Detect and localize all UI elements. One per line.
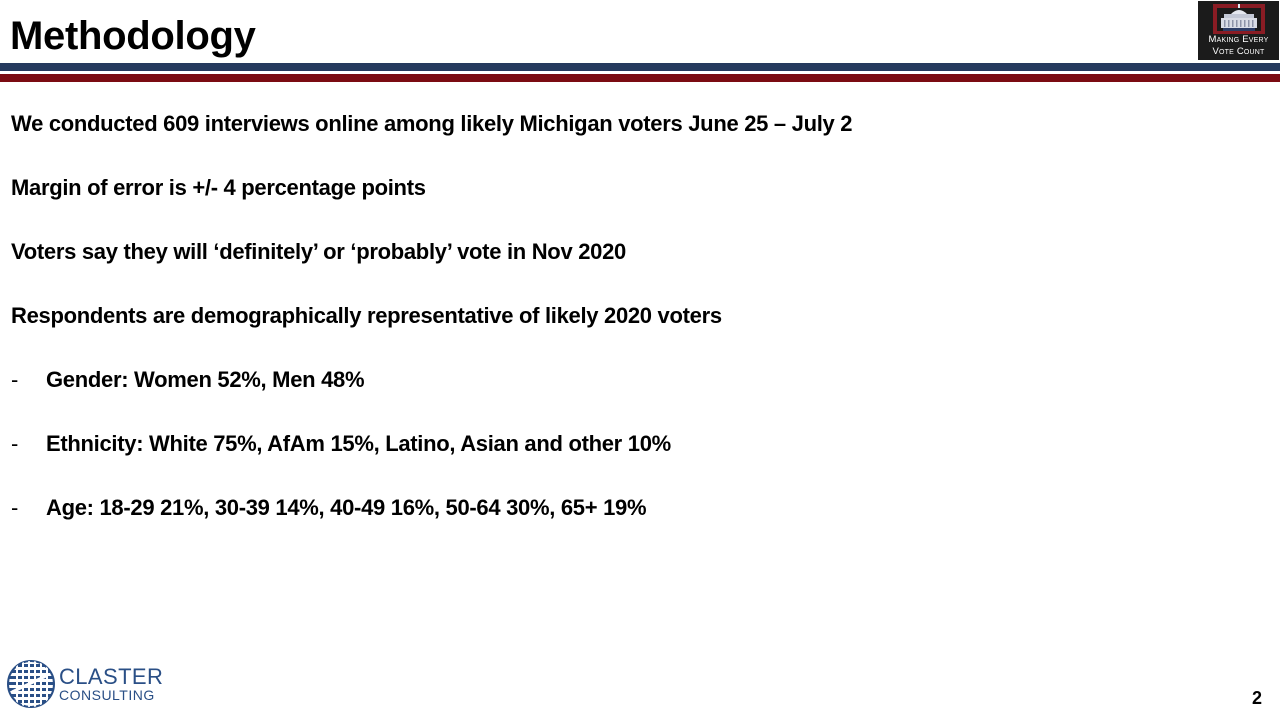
bullet-text: Gender: Women 52%, Men 48% [46, 367, 365, 392]
logo-line-1: Making Every [1208, 34, 1269, 45]
logo-brand-name: CLASTER [59, 664, 164, 689]
page-number: 2 [1252, 688, 1263, 708]
bullet-marker: - [11, 431, 19, 456]
making-every-vote-count-logo: Making Every Vote Count [1198, 1, 1279, 60]
text-line-interviews: We conducted 609 interviews online among… [11, 111, 853, 136]
slide-title: Methodology [10, 14, 256, 58]
bullet-text: Age: 18-29 21%, 30-39 14%, 40-49 16%, 50… [46, 495, 647, 520]
text-line-respondents: Respondents are demographically represen… [11, 303, 722, 328]
header-rule-gap [0, 71, 1280, 74]
header-rule-red [0, 74, 1280, 82]
text-line-voters: Voters say they will ‘definitely’ or ‘pr… [11, 239, 626, 264]
logo-brand-subtitle: CONSULTING [59, 687, 155, 703]
globe-icon [7, 660, 55, 708]
capitol-building-icon [1212, 4, 1265, 34]
text-line-margin-of-error: Margin of error is +/- 4 percentage poin… [11, 175, 426, 200]
header-rule-navy [0, 63, 1280, 71]
claster-consulting-logo: CLASTER CONSULTING [6, 654, 163, 714]
bullet-marker: - [11, 367, 19, 392]
bullet-marker: - [11, 495, 19, 520]
logo-line-2: Vote Count [1212, 46, 1265, 57]
bullet-text: Ethnicity: White 75%, AfAm 15%, Latino, … [46, 431, 671, 456]
